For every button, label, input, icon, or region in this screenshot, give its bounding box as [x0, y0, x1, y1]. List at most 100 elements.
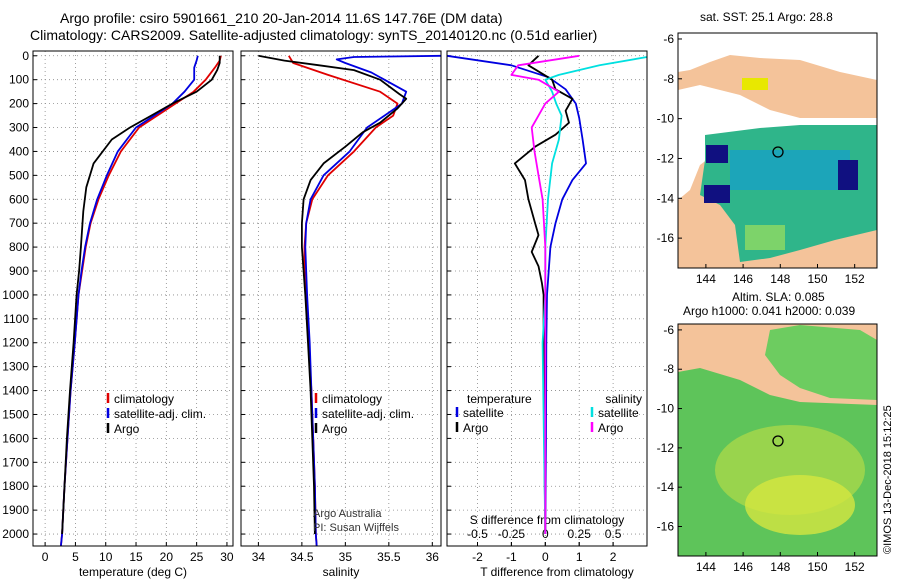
y-tick-label: 1000	[2, 288, 29, 302]
sst-yellow-patch	[742, 78, 768, 90]
sla-field-north	[765, 325, 877, 400]
x-tick-label: 25	[190, 550, 204, 564]
x-tick-label: 15	[129, 550, 143, 564]
x-tick-label: -1	[506, 550, 517, 564]
sst-dark-patch-1	[706, 145, 728, 163]
x-tick-label: 34	[252, 550, 266, 564]
map-lon-label: 152	[845, 272, 865, 286]
s-axis-label: S difference from climatology	[470, 513, 625, 527]
y-tick-label: 1200	[2, 336, 29, 350]
sla-map-title-1: Altim. SLA: 0.085	[732, 290, 825, 304]
series-argo	[61, 55, 221, 535]
legend-title-temperature: temperature	[467, 392, 532, 406]
sla-peak-anomaly	[745, 475, 855, 535]
map-lon-label: 148	[770, 560, 790, 574]
sst-light-patch	[745, 225, 785, 250]
x-tick-label: 35.5	[377, 550, 401, 564]
sla-map-title-2: Argo h1000: 0.041 h2000: 0.039	[683, 304, 856, 318]
sst-map-title: sat. SST: 25.1 Argo: 28.8	[700, 10, 833, 24]
map-lat-label: -14	[657, 191, 675, 205]
series-satellite-adj-clim-	[60, 55, 199, 547]
sst-map-frame	[677, 32, 878, 269]
credit-line-2: PI: Susan Wijffels	[313, 522, 399, 534]
y-tick-label: 700	[9, 216, 29, 230]
legend-label: Argo	[463, 421, 489, 435]
legend-label: satellite-adj. clim.	[322, 407, 414, 421]
s-tick-label: 0.5	[605, 527, 622, 541]
sla-map-frame	[677, 323, 878, 557]
y-tick-label: 1900	[2, 503, 29, 517]
map-lon-label: 144	[696, 560, 716, 574]
sst-ocean-gulf	[678, 85, 877, 200]
x-tick-label: 34.5	[290, 550, 314, 564]
panel-2: 34 34.5 35 35.5 36 salinity climatologysatelli…	[240, 50, 442, 579]
panel-frame	[446, 50, 648, 547]
y-tick-label: 100	[9, 73, 29, 87]
x-tick-label: 36	[426, 550, 440, 564]
legend-label: climatology	[322, 392, 382, 406]
x-tick-label: 1	[576, 550, 583, 564]
map-lon-label: 148	[770, 272, 790, 286]
series-salinity-satellite	[541, 56, 648, 535]
x-tick-label: 2	[610, 550, 617, 564]
y-tick-label: 200	[9, 97, 29, 111]
title-line-2: Climatology: CARS2009. Satellite-adjuste…	[30, 27, 598, 43]
sst-dark-patch-3	[838, 160, 858, 190]
map-lat-label: -10	[657, 402, 675, 416]
s-tick-label: 0.25	[568, 527, 592, 541]
map-lat-label: -12	[657, 441, 675, 455]
x-axis-label: temperature (deg C)	[79, 565, 187, 579]
sla-argo-location	[772, 435, 784, 447]
map-lat-label: -16	[657, 520, 675, 534]
sst-map	[677, 32, 878, 269]
series-salinity-argo	[510, 54, 580, 534]
x-tick-label: 0	[542, 550, 549, 564]
y-tick-label: 1100	[3, 312, 29, 326]
map-lat-label: -6	[663, 32, 674, 46]
credits: Argo Australia PI: Susan Wijffels	[313, 508, 399, 534]
x-tick-label: 30	[220, 550, 234, 564]
legend-label: satellite-adj. clim.	[114, 407, 206, 421]
x-tick-label: 10	[99, 550, 113, 564]
map-lon-label: 150	[807, 272, 827, 286]
series-climatology	[60, 55, 222, 547]
panel-frame	[240, 50, 442, 547]
map-lat-label: -16	[657, 231, 675, 245]
y-tick-label: 500	[9, 168, 29, 182]
legend-label: satellite	[598, 406, 639, 420]
legend-label: climatology	[114, 392, 174, 406]
sst-argo-location	[772, 146, 784, 158]
x-tick-label: -2	[472, 550, 483, 564]
y-tick-label: 1600	[2, 431, 29, 445]
y-tick-label: 1800	[2, 479, 29, 493]
map-lat-label: -12	[657, 151, 675, 165]
y-tick-label: 300	[9, 121, 29, 135]
map-lon-label: 152	[845, 560, 865, 574]
series-argo	[258, 54, 408, 535]
map-lat-label: -6	[663, 323, 674, 337]
map-lat-label: -8	[663, 72, 674, 86]
panel-3: -2 -1 0 1 2-0.5 -0.25 0 0.25 0.5S difference fro…	[446, 50, 648, 579]
legend-label: Argo	[322, 422, 348, 436]
y-tick-label: 1700	[2, 455, 29, 469]
sst-warm-patch	[730, 150, 850, 190]
sst-no-data-region	[678, 33, 877, 80]
legend-label: Argo	[114, 422, 140, 436]
series-temperature-argo	[513, 55, 574, 535]
y-tick-label: 1300	[2, 360, 29, 374]
s-tick-label: -0.5	[467, 527, 488, 541]
map-lon-label: 144	[696, 272, 716, 286]
map-lon-label: 146	[733, 272, 753, 286]
sst-dark-patch-2	[704, 185, 730, 203]
x-tick-label: 35	[339, 550, 353, 564]
y-tick-label: 400	[9, 144, 29, 158]
title-line-1: Argo profile: csiro 5901661_210 20-Jan-2…	[60, 10, 503, 26]
map-lat-label: -10	[657, 112, 675, 126]
legend-label: Argo	[598, 421, 624, 435]
map-lon-label: 150	[807, 560, 827, 574]
s-tick-label: -0.25	[498, 527, 526, 541]
y-tick-label: 800	[9, 240, 29, 254]
x-tick-label: 20	[160, 550, 174, 564]
legend-label: satellite	[463, 406, 504, 420]
